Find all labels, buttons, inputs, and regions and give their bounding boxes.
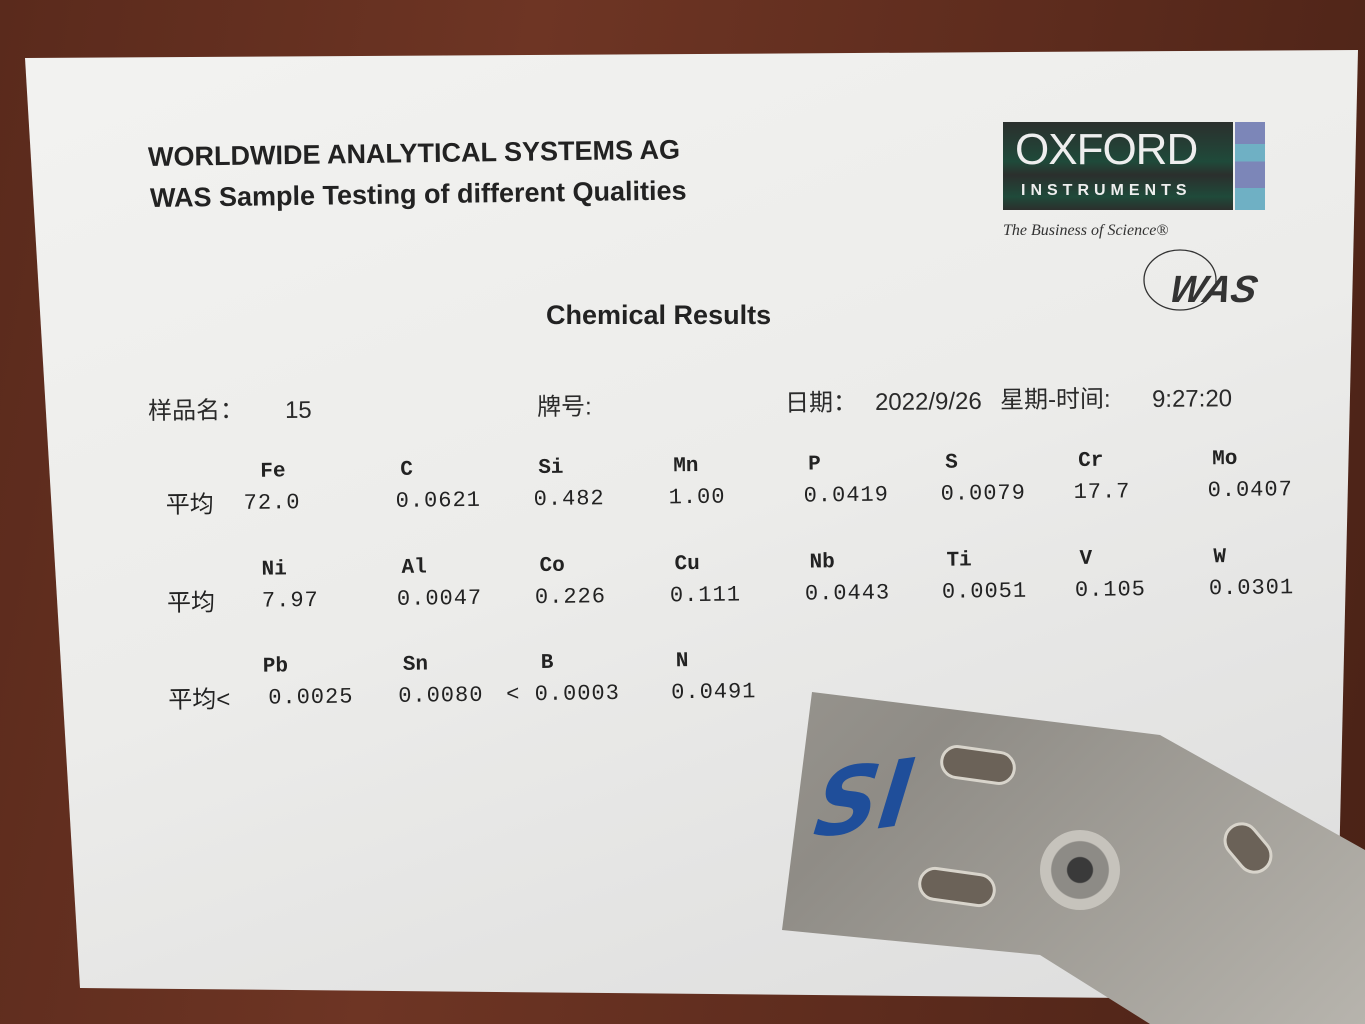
sample-value: 15 [284,396,312,424]
element-symbol: S [945,451,958,475]
row-average-label: 平均< [168,686,231,714]
element-symbol: V [1079,547,1093,571]
element-value: 0.0047 [396,585,483,612]
element-value: 0.0079 [940,480,1027,507]
element-symbol: Co [539,554,565,579]
element-value: 0.105 [1074,577,1147,604]
element-value: 1.00 [668,484,726,511]
row-average-label: 平均 [165,491,214,519]
element-value: 0.0301 [1208,575,1295,602]
weekday-time-label: 星期-时间: [999,385,1111,414]
element-symbol: Pb [262,655,289,679]
bracket-nut [1040,830,1120,910]
element-value: 17.7 [1073,479,1131,506]
element-value: 0.0080 [398,682,484,709]
element-symbol: Mn [673,454,699,479]
element-symbol: P [808,453,822,477]
was-logo-icon: WAS [1143,249,1262,311]
date-value: 2022/9/26 [874,387,982,416]
element-value: 0.111 [669,582,742,609]
page-title: Chemical Results [546,300,772,330]
sample-label: 样品名： [147,396,245,425]
element-value: < 0.0003 [506,681,621,708]
element-symbol: Nb [809,551,835,575]
element-symbol: Ti [946,549,972,573]
element-symbol: Ni [261,558,287,582]
element-value: 0.0419 [803,482,890,509]
row-average-label: 平均 [166,589,216,617]
logo-brand: OXFORD [1015,125,1198,174]
logo-color-strip [1235,122,1265,210]
element-symbol: Si [538,456,564,481]
element-symbol: Cu [674,552,700,577]
element-value: 0.0051 [941,578,1028,605]
date-label: 日期： [784,389,858,417]
grade-label: 牌号: [536,393,592,421]
element-symbol: N [675,650,689,674]
element-value: 0.226 [534,584,607,611]
element-value: 0.0025 [268,684,354,711]
time-value: 9:27:20 [1151,385,1233,413]
oxford-instruments-logo: OXFORD INSTRUMENTS [1003,122,1233,210]
element-value: 0.482 [533,486,605,513]
element-value: 0.0621 [395,487,482,514]
element-symbol: Fe [260,460,286,484]
element-symbol: W [1213,546,1227,570]
element-symbol: Mo [1212,447,1238,472]
element-value: 0.0491 [671,679,757,706]
element-symbol: B [540,651,554,676]
logo-brand-sub: INSTRUMENTS [1021,182,1192,199]
element-value: 72.0 [243,490,301,516]
results-table: 平均 Fe 72.0 C 0.0621 Si 0.482 Mn 1.00 P 0.0419 S 0.00… [160,435,1324,730]
element-symbol: C [400,458,414,482]
handwritten-mark: SI [808,738,920,861]
element-symbol: Al [401,556,427,580]
element-value: 7.97 [261,587,319,614]
logo-tagline: The Business of Science® [1003,222,1169,239]
element-value: 0.0443 [804,580,891,607]
element-symbol: Cr [1078,449,1104,473]
was-logo-text: WAS [1166,268,1262,311]
element-symbol: Sn [402,653,429,677]
element-value: 0.0407 [1207,477,1293,504]
